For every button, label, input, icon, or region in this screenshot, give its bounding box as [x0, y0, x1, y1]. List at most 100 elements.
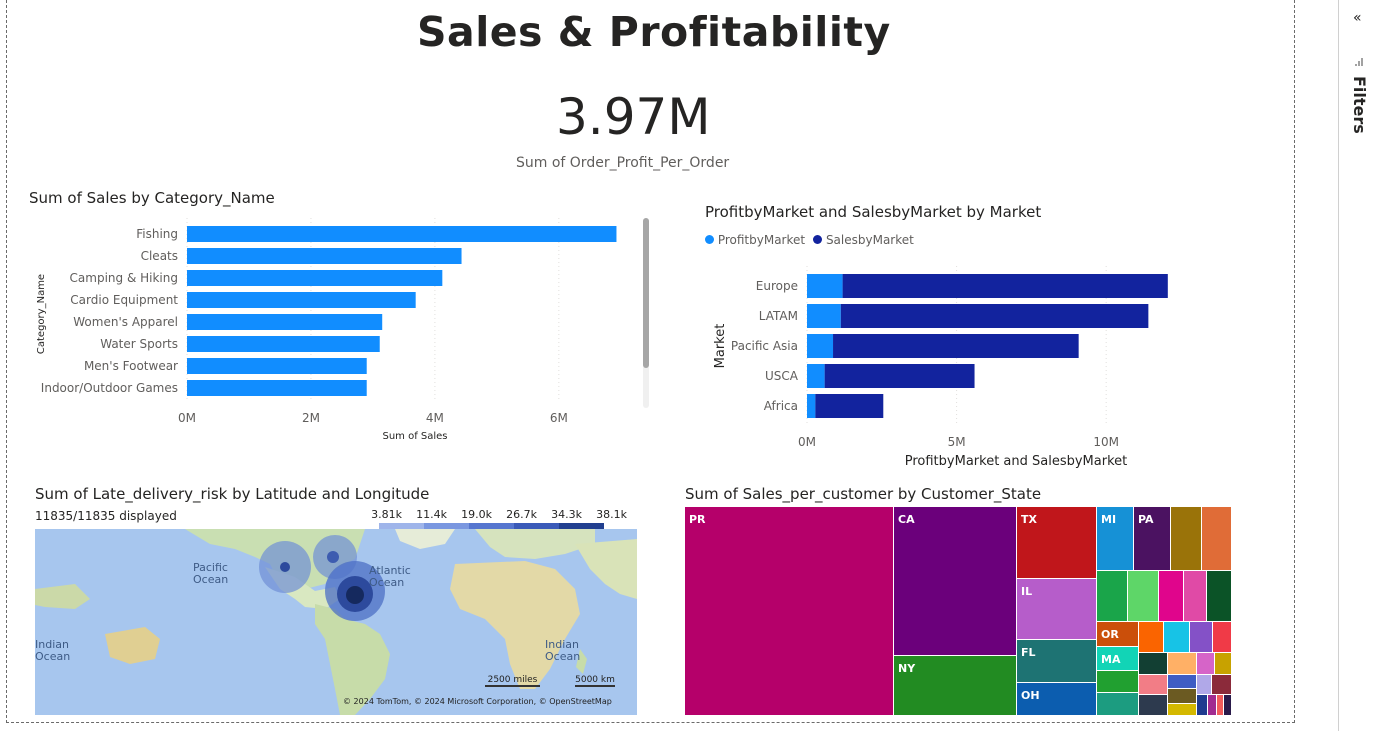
filters-label[interactable]: Filters	[1350, 76, 1369, 134]
bar-water-sports[interactable]	[187, 336, 380, 352]
profit-bar-europe[interactable]	[807, 274, 843, 298]
profit-bar-pacific-asia[interactable]	[807, 334, 834, 358]
legend-item-sales[interactable]: SalesbyMarket	[813, 233, 914, 247]
collapse-filters-icon[interactable]: «	[1353, 10, 1362, 26]
treemap-tile-or[interactable]: OR	[1097, 622, 1138, 646]
profit-bar-usca[interactable]	[807, 364, 825, 388]
treemap-tile[interactable]	[1159, 571, 1183, 621]
treemap-tile-il[interactable]: IL	[1017, 579, 1096, 639]
treemap-tile[interactable]	[1128, 571, 1158, 621]
scrollbar-thumb[interactable]	[643, 218, 649, 368]
treemap-chart[interactable]: PR CA NY TX IL FL OH MI PA OR MA	[685, 507, 1231, 715]
map-label-indian-left: Indian Ocean	[35, 638, 71, 663]
sales-bar-pacific-asia[interactable]	[833, 334, 1079, 358]
treemap-tile[interactable]	[1139, 695, 1167, 715]
treemap-tile[interactable]	[1168, 689, 1196, 703]
bar-indoor-outdoor-games[interactable]	[187, 380, 367, 396]
treemap-tile[interactable]	[1097, 693, 1138, 715]
treemap-tile-label: NY	[898, 662, 916, 675]
category-label: Women's Apparel	[73, 315, 178, 329]
map-label-pacific: Pacific Ocean	[193, 561, 229, 586]
treemap-tile[interactable]	[1097, 571, 1127, 621]
category-bar-chart[interactable]: 0M 2M 4M 6M Fishing Cleats Camping & Hiking Car…	[17, 210, 657, 450]
x-tick-label: 5M	[948, 435, 966, 449]
treemap-tile-oh[interactable]: OH	[1017, 683, 1096, 715]
category-label: Fishing	[136, 227, 178, 241]
treemap-tile[interactable]	[1190, 622, 1212, 652]
profit-bar-latam[interactable]	[807, 304, 841, 328]
treemap-tile[interactable]	[1139, 675, 1167, 694]
treemap-tile[interactable]	[1224, 695, 1231, 715]
x-tick-label: 4M	[426, 411, 444, 425]
filters-pane[interactable]: « Filters	[1338, 0, 1380, 731]
treemap-tile[interactable]	[1197, 695, 1207, 715]
category-label: Camping & Hiking	[70, 271, 178, 285]
bar-men-s-footwear[interactable]	[187, 358, 367, 374]
treemap-title: Sum of Sales_per_customer by Customer_St…	[685, 485, 1042, 503]
treemap-tile-label: MI	[1101, 513, 1117, 526]
sales-bar-africa[interactable]	[815, 394, 884, 418]
bar-cardio-equipment[interactable]	[187, 292, 416, 308]
market-label: Pacific Asia	[731, 339, 798, 353]
map-legend-label: 19.0k	[461, 508, 492, 521]
map-legend-label: 26.7k	[506, 508, 537, 521]
x-tick-label: 2M	[302, 411, 320, 425]
treemap-tile[interactable]	[1139, 653, 1167, 674]
treemap-tile-pa[interactable]: PA	[1134, 507, 1170, 570]
market-label: Europe	[756, 279, 798, 293]
treemap-tile[interactable]	[1197, 675, 1211, 694]
map-view[interactable]: Pacific Ocean Atlantic Ocean Indian Ocea…	[35, 529, 637, 715]
treemap-tile[interactable]	[1202, 507, 1231, 570]
bar-camping-hiking[interactable]	[187, 270, 443, 286]
report-title: Sales & Profitability	[417, 8, 891, 56]
treemap-tile-label: PA	[1138, 513, 1154, 526]
treemap-tile[interactable]	[1097, 671, 1138, 692]
x-axis-title: Sum of Sales	[382, 431, 447, 442]
kpi-card-label: Sum of Order_Profit_Per_Order	[516, 155, 730, 171]
treemap-tile[interactable]	[1168, 653, 1196, 674]
treemap-tile[interactable]	[1168, 704, 1196, 715]
map-attribution[interactable]: © 2024 TomTom, © 2024 Microsoft Corporat…	[343, 697, 612, 706]
treemap-tile[interactable]	[1217, 695, 1223, 715]
treemap-tile[interactable]	[1184, 571, 1206, 621]
sales-bar-usca[interactable]	[824, 364, 975, 388]
market-label: LATAM	[759, 309, 798, 323]
x-axis-title: ProfitbyMarket and SalesbyMarket	[905, 454, 1128, 468]
market-bar-chart[interactable]: 0M 5M 10M Europe LATAM Pacific Asia USCA Africa…	[697, 258, 1257, 468]
treemap-tile[interactable]	[1213, 622, 1231, 652]
x-tick-label: 0M	[178, 411, 196, 425]
bar-fishing[interactable]	[187, 226, 617, 242]
map-scale-km: 5000 km	[575, 675, 615, 687]
treemap-tile[interactable]	[1212, 675, 1231, 694]
treemap-tile-ma[interactable]: MA	[1097, 647, 1138, 670]
treemap-tile-ca[interactable]: CA	[894, 507, 1016, 655]
profit-bar-africa[interactable]	[807, 394, 816, 418]
treemap-tile[interactable]	[1139, 622, 1163, 652]
treemap-tile-fl[interactable]: FL	[1017, 640, 1096, 682]
market-legend: ProfitbyMarket SalesbyMarket	[705, 233, 914, 247]
treemap-tile[interactable]	[1171, 507, 1201, 570]
category-chart-title: Sum of Sales by Category_Name	[29, 189, 275, 207]
map-heat-legend: 3.81k 11.4k 19.0k 26.7k 34.3k 38.1k	[357, 508, 637, 530]
market-label: USCA	[765, 369, 799, 383]
map-legend-swatch	[514, 523, 559, 529]
sales-bar-europe[interactable]	[842, 274, 1168, 298]
sales-bar-latam[interactable]	[840, 304, 1149, 328]
treemap-tile[interactable]	[1164, 622, 1189, 652]
treemap-tile-pr[interactable]: PR	[685, 507, 893, 715]
bar-women-s-apparel[interactable]	[187, 314, 383, 330]
treemap-tile[interactable]	[1207, 571, 1231, 621]
map-legend-label: 38.1k	[596, 508, 627, 521]
map-displayed-count: 11835/11835 displayed	[35, 509, 177, 523]
treemap-tile[interactable]	[1168, 675, 1196, 688]
y-axis-title: Market	[713, 324, 728, 369]
legend-item-profit[interactable]: ProfitbyMarket	[705, 233, 805, 247]
treemap-tile-tx[interactable]: TX	[1017, 507, 1096, 578]
bar-cleats[interactable]	[187, 248, 462, 264]
treemap-tile[interactable]	[1215, 653, 1231, 674]
map-legend-swatch	[424, 523, 469, 529]
treemap-tile-ny[interactable]: NY	[894, 656, 1016, 715]
treemap-tile[interactable]	[1197, 653, 1214, 674]
treemap-tile-mi[interactable]: MI	[1097, 507, 1133, 570]
treemap-tile[interactable]	[1208, 695, 1216, 715]
